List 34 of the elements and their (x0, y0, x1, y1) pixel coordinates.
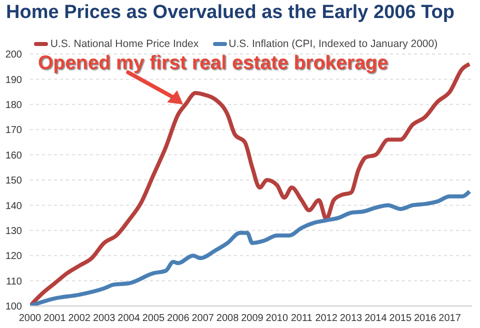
x-tick-label: 2006 (167, 313, 190, 324)
x-tick-label: 2015 (389, 313, 412, 324)
legend-label: U.S. National Home Price Index (49, 38, 199, 50)
y-tick-label: 150 (5, 176, 22, 187)
x-tick-label: 2002 (68, 313, 91, 324)
y-tick-label: 130 (5, 226, 22, 237)
x-tick-label: 2007 (192, 313, 214, 324)
y-tick-label: 140 (5, 200, 22, 212)
y-tick-label: 180 (5, 100, 22, 111)
x-tick-label: 2000 (18, 313, 42, 324)
legend-label: U.S. Inflation (CPI, Indexed to January 2000) (228, 38, 438, 50)
y-tick-label: 200 (5, 50, 22, 61)
x-tick-label: 2016 (414, 313, 437, 324)
x-tick-label: 2014 (364, 313, 388, 324)
y-tick-label: 170 (5, 125, 22, 136)
x-tick-label: 2004 (118, 313, 140, 324)
line-series (30, 189, 472, 306)
x-tick-label: 2005 (142, 313, 166, 324)
x-tick-label: 2017 (438, 313, 462, 324)
x-tick-label: 2003 (92, 313, 116, 324)
x-tick-label: 2011 (290, 313, 313, 324)
x-tick-label: 2008 (216, 313, 240, 324)
x-tick-label: 2013 (340, 313, 363, 324)
y-tick-label: 100 (5, 302, 22, 313)
chart-title: Home Prices as Overvalued as the Early 2006 Top (6, 2, 454, 24)
y-tick-label: 190 (5, 74, 22, 86)
y-tick-label: 120 (5, 251, 22, 262)
annotation: Opened my first real estate brokerage (38, 52, 388, 75)
y-tick-label: 160 (5, 150, 22, 162)
x-tick-label: 2010 (266, 313, 288, 324)
x-tick-label: 2012 (315, 313, 338, 324)
x-tick-label: 2001 (44, 313, 66, 324)
x-tick-label: 2009 (241, 313, 264, 324)
y-tick-label: 110 (6, 276, 22, 288)
